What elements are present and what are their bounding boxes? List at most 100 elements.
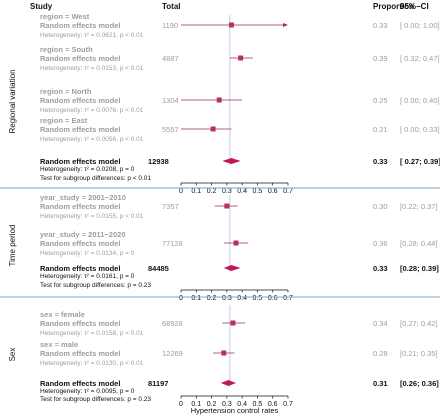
x-axis-tick-label: 0.5: [253, 188, 263, 195]
subgroup-heterogeneity: Heterogeneity: τ² = 0.0056, p < 0.01: [40, 136, 144, 143]
overall-model-label: Random effects model: [40, 379, 120, 388]
subgroup-proportion: 0.21: [373, 125, 388, 134]
x-axis-tick-label: 0.7: [283, 295, 293, 302]
subgroup-heterogeneity: Heterogeneity: τ² = 0.0076, p < 0.01: [40, 107, 144, 114]
subgroup-proportion: 0.36: [373, 239, 388, 248]
header-proportion: Proportion: [373, 2, 414, 11]
subgroup-title: year_study = 2001−2010: [40, 193, 126, 202]
summary-diamond: [222, 158, 241, 164]
subgroup-heterogeneity: Heterogeneity: τ² = 0.0134, p = 0: [40, 250, 135, 257]
subgroup-model-label: Random effects model: [40, 239, 120, 248]
x-axis-tick-label: 0.3: [222, 295, 232, 302]
subgroup-difference-test: Test for subgroup differences: p < 0.01: [40, 175, 151, 182]
estimate-marker: [228, 22, 234, 28]
estimate-marker: [230, 320, 236, 326]
x-axis-tick-label: 0.5: [253, 295, 263, 302]
subgroup-ci: [ 0.00; 1.00]: [400, 21, 440, 30]
x-axis-tick-label: 0.4: [237, 188, 247, 195]
subgroup-heterogeneity: Heterogeneity: τ² = 0.0130, p < 0.01: [40, 360, 144, 367]
ci-arrow-clipped: [283, 23, 288, 27]
overall-ci: [0.26; 0.36]: [400, 379, 439, 388]
subgroup-total: 1190: [162, 21, 178, 30]
x-axis-tick-label: 0.2: [207, 295, 217, 302]
subgroup-proportion: 0.33: [373, 21, 388, 30]
x-axis-title: Hypertension control rates: [191, 406, 279, 415]
subgroup-ci: [0.22; 0.37]: [400, 202, 438, 211]
x-axis-tick-label: 0.5: [253, 401, 263, 408]
subgroup-heterogeneity: Heterogeneity: τ² = 0.0153, p < 0.01: [40, 65, 144, 72]
subgroup-proportion: 0.34: [373, 319, 388, 328]
subgroup-total: 12269: [162, 349, 183, 358]
header-total: Total: [162, 2, 181, 11]
estimate-marker: [210, 126, 216, 132]
overall-proportion: 0.33: [373, 264, 388, 273]
section-label: Regional variation: [8, 69, 17, 133]
subgroup-title: region = North: [40, 87, 92, 96]
x-axis-tick-label: 0.6: [268, 401, 278, 408]
subgroup-ci: [0.28; 0.44]: [400, 239, 438, 248]
subgroup-difference-test: Test for subgroup differences: p = 0.23: [40, 396, 151, 403]
x-axis-tick-label: 0: [179, 401, 183, 408]
subgroup-model-label: Random effects model: [40, 349, 120, 358]
overall-ci: [ 0.27; 0.39]: [400, 157, 440, 166]
subgroup-heterogeneity: Heterogeneity: τ² = 0.0621, p < 0.01: [40, 32, 144, 39]
summary-diamond: [220, 380, 237, 386]
x-axis-tick-label: 0.6: [268, 295, 278, 302]
overall-heterogeneity: Heterogeneity: τ² = 0.0208, p = 0: [40, 166, 135, 173]
subgroup-ci: [0.27; 0.42]: [400, 319, 438, 328]
x-axis-tick-label: 0.7: [283, 401, 293, 408]
subgroup-title: year_study = 2011−2020: [40, 230, 126, 239]
section-label: Time period: [8, 225, 17, 267]
overall-heterogeneity: Heterogeneity: τ² = 0.0161, p = 0: [40, 273, 135, 280]
subgroup-proportion: 0.30: [373, 202, 388, 211]
subgroup-ci: [ 0.00; 0.33]: [400, 125, 440, 134]
x-axis-tick-label: 0.2: [207, 401, 217, 408]
x-axis-tick-label: 0.7: [283, 188, 293, 195]
x-axis-tick-label: 0.1: [191, 401, 201, 408]
subgroup-proportion: 0.25: [373, 96, 388, 105]
subgroup-total: 68928: [162, 319, 183, 328]
subgroup-title: region = South: [40, 45, 93, 54]
subgroup-total: 7357: [162, 202, 179, 211]
estimate-marker: [233, 240, 239, 246]
estimate-marker: [238, 55, 244, 61]
x-axis-tick-label: 0.4: [237, 295, 247, 302]
subgroup-total: 5557: [162, 125, 179, 134]
overall-proportion: 0.31: [373, 379, 388, 388]
subgroup-title: region = East: [40, 116, 88, 125]
subgroup-ci: [0.21; 0.35]: [400, 349, 438, 358]
estimate-marker: [224, 203, 230, 209]
overall-heterogeneity: Heterogeneity: τ² = 0.0095, p = 0: [40, 388, 135, 395]
x-axis-tick-label: 0: [179, 295, 183, 302]
subgroup-ci: [ 0.32; 0.47]: [400, 54, 440, 63]
x-axis-tick-label: 0: [179, 188, 183, 195]
section-label: Sex: [8, 348, 17, 362]
subgroup-total: 1304: [162, 96, 179, 105]
overall-ci: [0.28; 0.39]: [400, 264, 439, 273]
subgroup-heterogeneity: Heterogeneity: τ² = 0.0158, p < 0.01: [40, 330, 144, 337]
overall-model-label: Random effects model: [40, 264, 120, 273]
subgroup-heterogeneity: Heterogeneity: τ² = 0.0155, p < 0.01: [40, 213, 144, 220]
subgroup-model-label: Random effects model: [40, 54, 120, 63]
subgroup-total: 4887: [162, 54, 179, 63]
x-axis-tick-label: 0.4: [237, 401, 247, 408]
x-axis-tick-label: 0.3: [222, 188, 232, 195]
subgroup-title: sex = male: [40, 340, 78, 349]
subgroup-title: sex = female: [40, 310, 85, 319]
x-axis-tick-label: 0.6: [268, 188, 278, 195]
subgroup-proportion: 0.39: [373, 54, 388, 63]
subgroup-title: region = West: [40, 12, 90, 21]
overall-total: 84485: [148, 264, 169, 273]
x-axis-tick-label: 0.3: [222, 401, 232, 408]
subgroup-model-label: Random effects model: [40, 202, 120, 211]
estimate-marker: [216, 97, 222, 103]
estimate-marker: [221, 350, 227, 356]
header-study: Study: [30, 2, 53, 11]
subgroup-ci: [ 0.00; 0.40]: [400, 96, 440, 105]
subgroup-model-label: Random effects model: [40, 125, 120, 134]
subgroup-proportion: 0.28: [373, 349, 388, 358]
x-axis-tick-label: 0.1: [191, 188, 201, 195]
subgroup-model-label: Random effects model: [40, 96, 120, 105]
